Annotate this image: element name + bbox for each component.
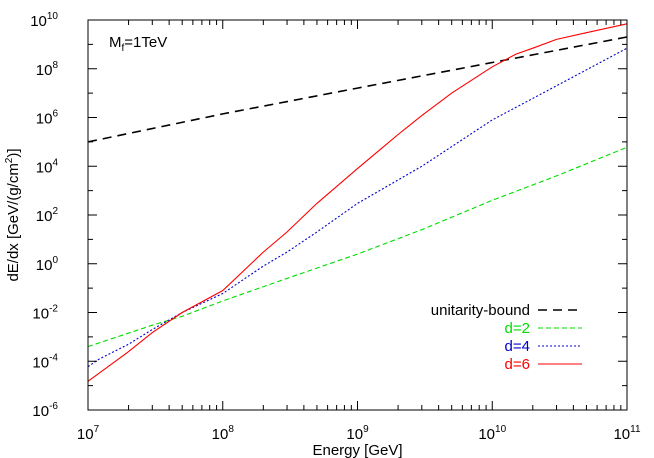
- mass-annotation: Mf=1TeV: [109, 34, 167, 54]
- y-tick-base: 10: [36, 159, 53, 176]
- x-tick-base: 10: [478, 426, 495, 443]
- y-tick-exp: -4: [49, 352, 58, 363]
- x-tick-exp: 8: [228, 424, 234, 435]
- legend-label: d=4: [505, 338, 530, 355]
- ticks-layer: 107 108 109 1010 101110-610-410-210010210410…: [30, 11, 641, 443]
- y-tick-label: 100: [36, 255, 59, 274]
- x-tick-base: 10: [77, 426, 94, 443]
- series-line-d=2: [87, 146, 628, 348]
- y-tick-exp: 6: [52, 109, 58, 120]
- x-tick-label: 1010: [478, 424, 506, 443]
- y-tick-label: 108: [36, 60, 59, 79]
- legend-label: d=6: [505, 356, 530, 373]
- y-tick-exp: -6: [49, 401, 58, 412]
- y-tick-label: 104: [36, 157, 59, 176]
- annotation-base: M: [109, 34, 122, 51]
- series-layer: [87, 23, 628, 382]
- y-axis-label-tail: )]: [5, 148, 22, 157]
- y-tick-label: 106: [36, 109, 59, 128]
- y-tick-base: 10: [32, 403, 49, 420]
- y-tick-base: 10: [36, 257, 53, 274]
- x-tick-exp: 10: [495, 424, 507, 435]
- series-line-unitarity-bound: [87, 36, 628, 143]
- y-tick-base: 10: [36, 111, 53, 128]
- y-tick-exp: 4: [52, 157, 58, 168]
- x-tick-base: 10: [613, 426, 630, 443]
- series-line-d=4: [87, 47, 628, 368]
- y-tick-exp: 8: [52, 60, 58, 71]
- x-tick-label: 108: [212, 424, 235, 443]
- legend-label: unitarity-bound: [431, 302, 530, 319]
- legend-label: d=2: [505, 320, 530, 337]
- y-tick-label: 10-2: [32, 304, 58, 323]
- y-axis-label-main: dE/dx [GeV/(g/cm: [5, 163, 22, 281]
- y-tick-base: 10: [32, 306, 49, 323]
- x-tick-exp: 11: [630, 424, 641, 435]
- y-tick-label: 102: [36, 206, 59, 225]
- annotation-rest: =1TeV: [124, 34, 167, 51]
- x-tick-label: 1011: [613, 424, 641, 443]
- y-tick-label: 1010: [30, 11, 58, 30]
- annotation-subscript: f: [122, 43, 125, 54]
- y-tick-exp: 2: [52, 206, 58, 217]
- y-tick-exp: 10: [47, 11, 59, 22]
- x-tick-base: 10: [346, 426, 363, 443]
- y-axis-label: dE/dx [GeV/(g/cm2)]: [4, 148, 22, 281]
- y-tick-exp: -2: [49, 304, 58, 315]
- y-tick-label: 10-4: [32, 352, 58, 371]
- x-tick-base: 10: [212, 426, 229, 443]
- series-line-d=6: [87, 23, 628, 382]
- y-tick-base: 10: [30, 13, 47, 30]
- y-tick-exp: 0: [52, 255, 58, 266]
- x-axis-label: Energy [GeV]: [312, 442, 402, 458]
- x-tick-label: 109: [346, 424, 369, 443]
- x-tick-exp: 7: [94, 424, 100, 435]
- y-tick-base: 10: [36, 62, 53, 79]
- x-tick-label: 107: [77, 424, 100, 443]
- x-tick-exp: 9: [363, 424, 369, 435]
- y-axis-label-sup: 2: [4, 157, 15, 163]
- y-tick-base: 10: [36, 208, 53, 225]
- y-tick-label: 10-6: [32, 401, 58, 420]
- y-tick-base: 10: [32, 354, 49, 371]
